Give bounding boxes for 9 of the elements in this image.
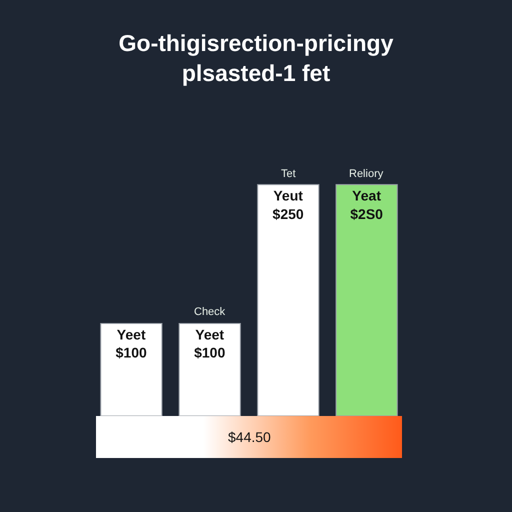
data-label: Yeet $100 xyxy=(116,326,147,361)
data-label: Yeat $2S0 xyxy=(350,188,384,222)
data-label: Yeut $250 xyxy=(272,188,304,222)
x-tick-label: Reliory xyxy=(349,168,384,180)
chart-title: Go-thigisrection-pricingy plsasted-1 fet xyxy=(118,30,394,86)
text: $44.50 xyxy=(228,429,272,445)
x-tick-label: Check xyxy=(194,306,226,318)
data-label: Yeet $100 xyxy=(194,326,226,361)
x-tick-label: Tet xyxy=(281,168,296,180)
